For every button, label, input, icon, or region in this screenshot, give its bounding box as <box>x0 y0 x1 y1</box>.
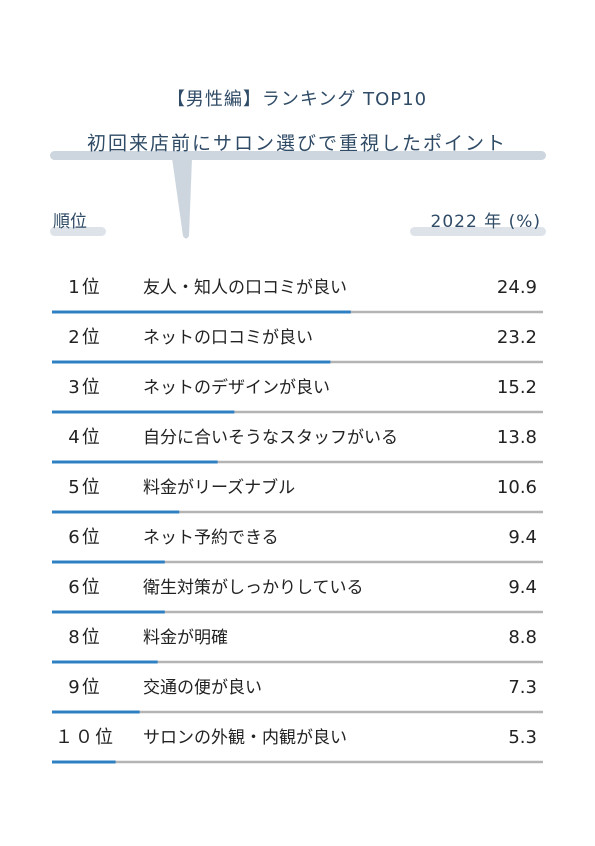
header-highlight <box>50 227 106 236</box>
value-header: 2022 年 (%) <box>431 212 542 232</box>
category-label: ネットのデザインが良い <box>143 377 330 398</box>
rank-label: 6位 <box>68 527 101 548</box>
category-label: ネット予約できる <box>143 528 279 548</box>
chart-subtitle: 初回来店前にサロン選びで重視したポイント <box>87 133 507 155</box>
category-label: 衛生対策がしっかりしている <box>143 578 364 598</box>
value-label: 9.4 <box>508 527 537 548</box>
rank-label: 9位 <box>68 677 101 698</box>
value-label: 23.2 <box>497 327 537 348</box>
value-label: 13.8 <box>497 427 537 448</box>
value-label: 10.6 <box>497 477 537 498</box>
category-label: 料金がリーズナブル <box>143 477 295 498</box>
category-label: サロンの外観・内観が良い <box>143 728 347 748</box>
category-label: 交通の便が良い <box>143 678 262 698</box>
value-label: 5.3 <box>508 727 537 748</box>
value-label: 8.8 <box>508 627 537 648</box>
rank-label: 6位 <box>68 577 101 598</box>
rank-label: １０位 <box>55 727 115 748</box>
subtitle-underline <box>50 151 546 160</box>
rank-label: 1位 <box>68 277 101 298</box>
rank-label: 5位 <box>68 477 101 498</box>
value-label: 24.9 <box>497 277 537 298</box>
value-label: 15.2 <box>497 377 537 398</box>
value-label: 7.3 <box>508 677 537 698</box>
header-highlight <box>410 227 546 236</box>
category-label: 友人・知人の口コミが良い <box>143 278 347 298</box>
category-label: 料金が明確 <box>143 628 228 648</box>
chart-title: 【男性編】ランキング TOP10 <box>167 89 427 110</box>
subtitle-pointer <box>172 158 192 239</box>
rank-header: 順位 <box>53 212 87 232</box>
rank-label: 2位 <box>68 327 101 348</box>
rank-label: 3位 <box>68 377 101 398</box>
value-label: 9.4 <box>508 577 537 598</box>
category-label: 自分に合いそうなスタッフがいる <box>143 428 398 448</box>
rank-label: 8位 <box>68 627 101 648</box>
category-label: ネットの口コミが良い <box>143 328 313 348</box>
rank-label: 4位 <box>68 427 101 448</box>
